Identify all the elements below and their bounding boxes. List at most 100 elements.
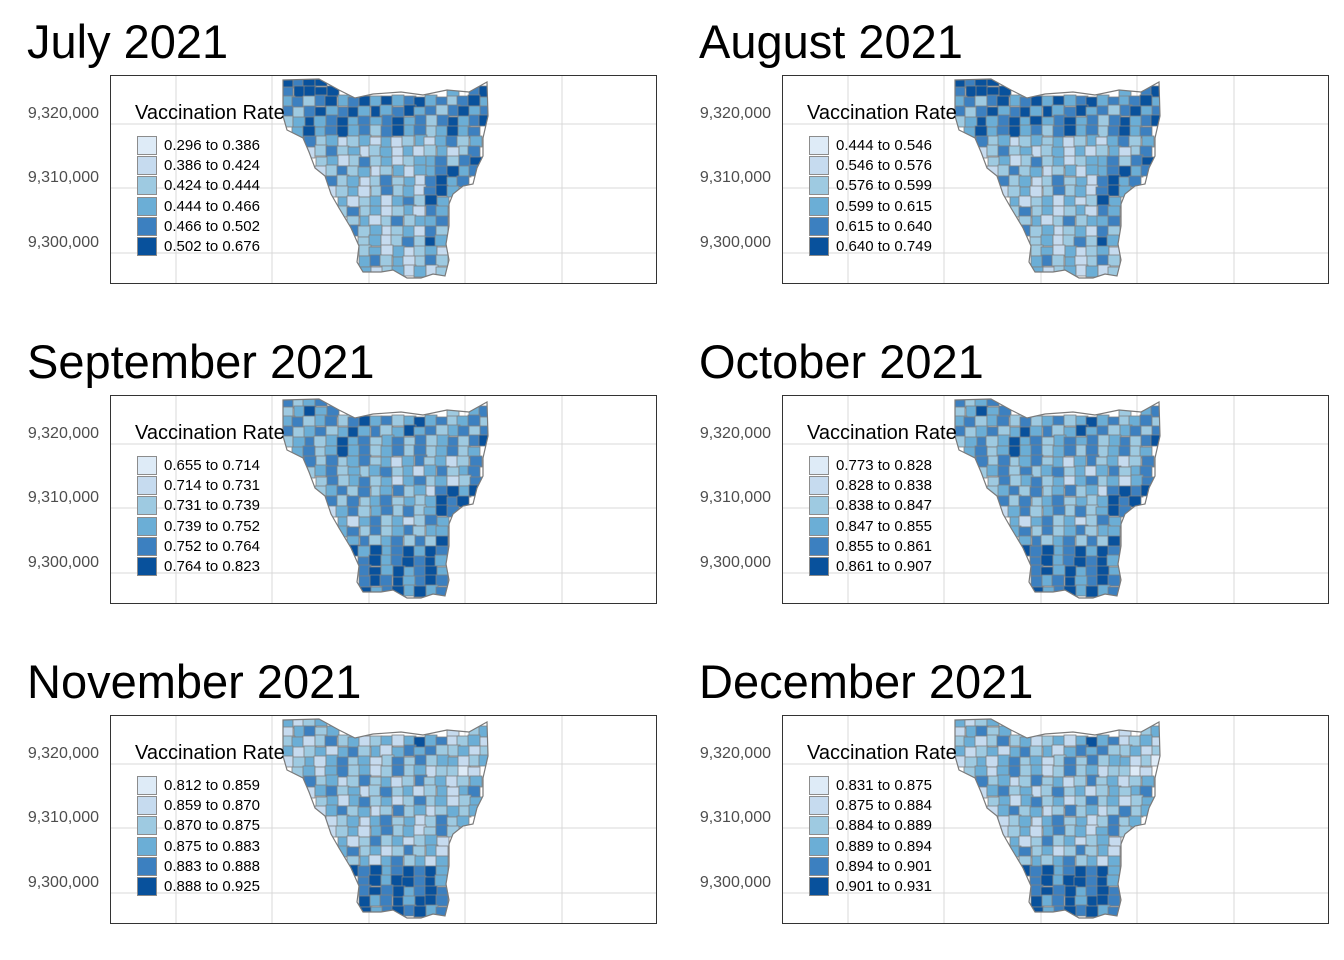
district-polygon xyxy=(435,184,449,197)
district-polygon xyxy=(412,785,426,798)
district-polygon xyxy=(413,804,427,817)
y-tick-label: 9,310,000 xyxy=(27,169,99,186)
district-polygon xyxy=(1008,125,1022,138)
y-tick-label: 9,310,000 xyxy=(699,169,771,186)
district-polygon xyxy=(335,185,349,198)
district-polygon xyxy=(1073,775,1087,788)
district-polygon xyxy=(1040,144,1054,157)
district-polygon xyxy=(1029,486,1043,499)
district-polygon xyxy=(303,105,317,118)
district-polygon xyxy=(314,79,328,87)
district-polygon xyxy=(390,554,404,567)
district-polygon xyxy=(1085,565,1099,578)
legend-label: 0.875 to 0.883 xyxy=(164,837,260,855)
district-polygon xyxy=(358,255,372,268)
district-polygon xyxy=(1074,225,1088,238)
district-polygon xyxy=(1075,214,1089,227)
legend-label: 0.884 to 0.889 xyxy=(836,817,932,835)
district-polygon xyxy=(1130,794,1144,807)
legend-item: 0.870 to 0.875 xyxy=(137,816,285,836)
district-polygon xyxy=(358,764,372,777)
district-polygon xyxy=(391,205,405,218)
district-polygon xyxy=(1030,476,1044,489)
district-polygon xyxy=(997,134,1011,147)
district-polygon xyxy=(1041,444,1055,457)
district-polygon xyxy=(1097,114,1111,127)
legend-label: 0.752 to 0.764 xyxy=(164,537,260,555)
district-polygon xyxy=(413,545,427,558)
district-polygon xyxy=(291,416,305,429)
legend-item: 0.444 to 0.546 xyxy=(809,135,957,155)
district-polygon xyxy=(975,425,989,438)
district-polygon xyxy=(985,115,999,128)
district-polygon xyxy=(1106,475,1120,488)
district-layer xyxy=(955,719,1160,918)
district-polygon xyxy=(424,815,438,828)
district-polygon xyxy=(302,125,316,138)
district-polygon xyxy=(1085,444,1099,457)
district-polygon xyxy=(423,784,437,797)
district-polygon xyxy=(1064,245,1078,258)
district-polygon xyxy=(358,575,372,588)
district-polygon xyxy=(1052,845,1066,858)
district-polygon xyxy=(1107,574,1121,587)
district-polygon xyxy=(325,774,339,787)
district-polygon xyxy=(457,105,471,118)
district-polygon xyxy=(346,195,360,208)
district-polygon xyxy=(392,484,406,497)
legend-swatch xyxy=(809,135,829,155)
district-polygon xyxy=(1085,484,1099,497)
district-polygon xyxy=(1096,894,1110,907)
district-polygon xyxy=(402,185,416,198)
legend-item: 0.875 to 0.883 xyxy=(137,836,285,856)
map-plot-area xyxy=(110,395,657,604)
district-polygon xyxy=(1041,155,1055,168)
district-polygon xyxy=(997,465,1011,478)
district-polygon xyxy=(435,174,449,187)
district-polygon xyxy=(1129,105,1143,118)
legend-swatch xyxy=(809,475,829,495)
district-polygon xyxy=(435,744,449,757)
district-polygon xyxy=(963,766,977,779)
district-polygon xyxy=(446,155,460,168)
district-polygon xyxy=(1107,525,1121,538)
district-polygon xyxy=(314,784,328,797)
legend-label: 0.466 to 0.502 xyxy=(164,217,260,235)
district-polygon xyxy=(1018,195,1032,208)
legend-swatch xyxy=(809,237,829,257)
district-polygon xyxy=(1106,455,1120,468)
district-polygon xyxy=(413,245,427,258)
district-polygon xyxy=(413,265,427,278)
district-polygon xyxy=(325,145,339,158)
legend-item: 0.883 to 0.888 xyxy=(137,856,285,876)
legend-swatch xyxy=(137,135,157,155)
district-polygon xyxy=(1040,234,1054,247)
district-polygon xyxy=(434,874,448,887)
district-polygon xyxy=(1085,885,1099,898)
district-polygon xyxy=(1150,754,1160,767)
district-polygon xyxy=(425,434,439,447)
district-polygon xyxy=(1107,184,1121,197)
legend-swatch xyxy=(137,176,157,196)
map-plot-area xyxy=(782,395,1329,604)
legend-swatch xyxy=(809,816,829,836)
district-polygon xyxy=(1063,414,1077,427)
district-polygon xyxy=(435,445,449,458)
legend-label: 0.444 to 0.546 xyxy=(836,136,932,154)
district-polygon xyxy=(336,125,350,138)
district-polygon xyxy=(314,399,328,407)
district-polygon xyxy=(1129,745,1143,758)
district-polygon xyxy=(974,125,988,138)
district-polygon xyxy=(291,736,305,749)
district-polygon xyxy=(1095,144,1109,157)
district-polygon xyxy=(413,235,427,248)
district-polygon xyxy=(435,814,449,827)
legend-swatch xyxy=(809,216,829,236)
district-polygon xyxy=(1129,425,1143,438)
district-polygon xyxy=(467,414,481,427)
district-polygon xyxy=(1064,565,1078,578)
legend-item: 0.855 to 0.861 xyxy=(809,536,957,556)
district-polygon xyxy=(368,874,382,887)
district-polygon xyxy=(1007,185,1021,198)
district-polygon xyxy=(1052,514,1066,527)
